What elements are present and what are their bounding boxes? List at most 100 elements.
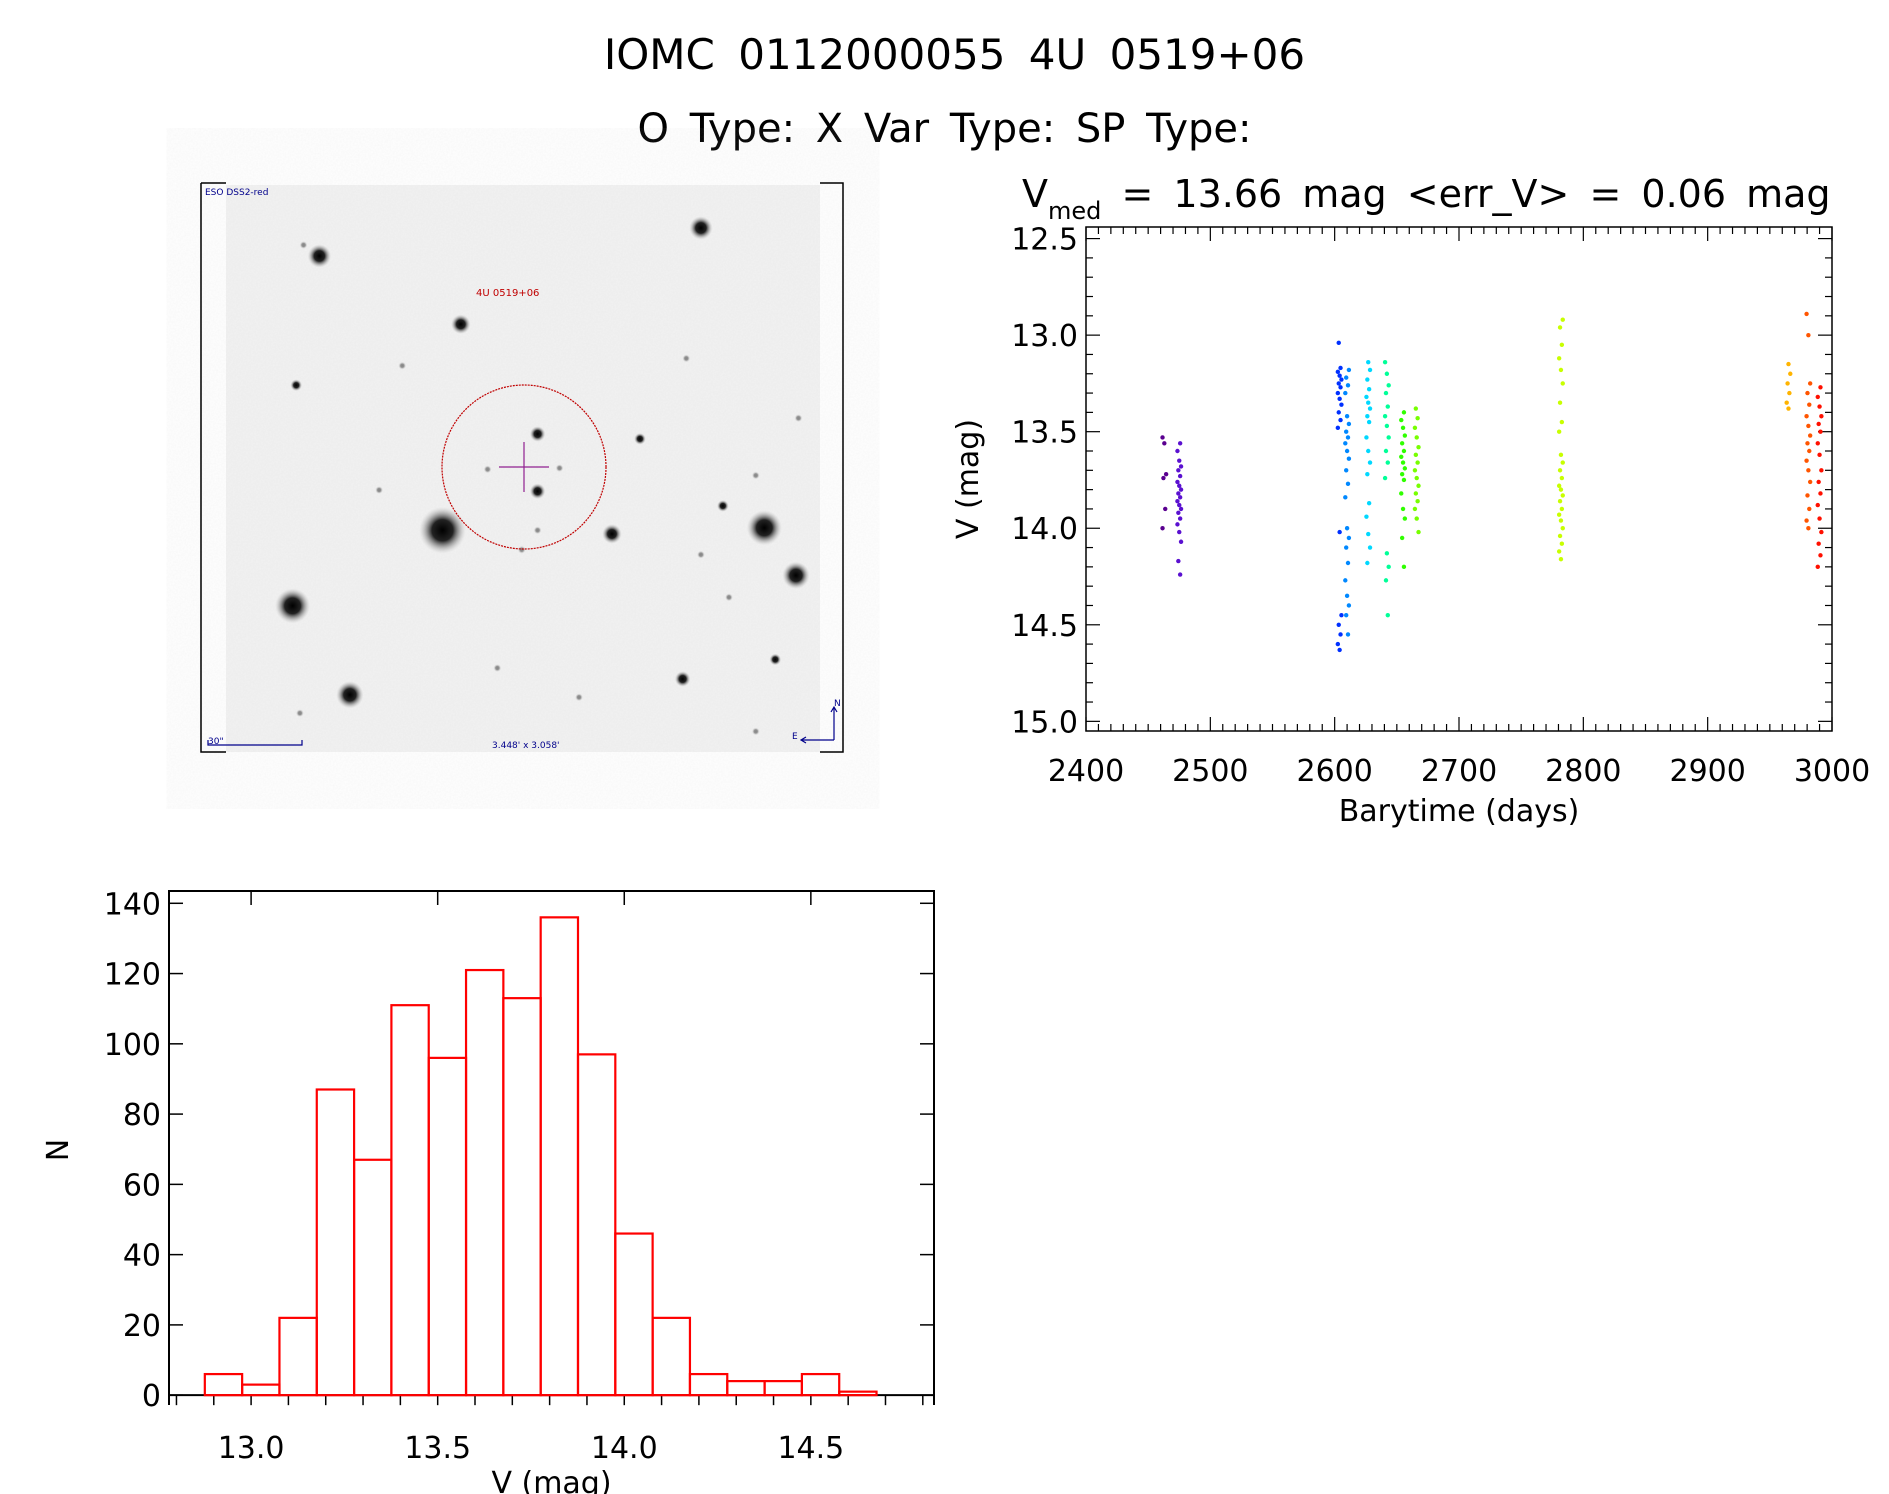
star xyxy=(689,216,713,240)
histogram-bar xyxy=(241,1383,281,1397)
data-point xyxy=(1367,367,1373,373)
data-point xyxy=(1558,452,1564,458)
data-point xyxy=(1178,464,1184,469)
data-point xyxy=(1175,479,1180,485)
histogram-bar xyxy=(539,916,580,1397)
star xyxy=(674,671,691,687)
data-point xyxy=(1346,603,1352,608)
data-point xyxy=(1385,460,1390,465)
data-point xyxy=(1805,390,1810,396)
data-point xyxy=(1558,487,1564,492)
data-point xyxy=(1804,414,1809,419)
data-point xyxy=(1338,632,1343,637)
star xyxy=(493,664,502,672)
y-tick-label: 60 xyxy=(123,1168,161,1203)
data-point xyxy=(1556,429,1562,434)
data-point xyxy=(1416,483,1421,488)
data-point xyxy=(1366,400,1371,405)
data-point xyxy=(1335,390,1341,396)
histogram-bar xyxy=(352,1158,393,1397)
data-point xyxy=(1336,622,1341,627)
star xyxy=(398,361,407,370)
sky-noise xyxy=(226,185,820,752)
data-point xyxy=(1807,402,1812,407)
data-point xyxy=(1337,647,1342,653)
x-tick-label: 2800 xyxy=(1545,754,1621,789)
data-point xyxy=(1402,433,1408,438)
histogram-bar xyxy=(464,968,505,1397)
data-point xyxy=(1176,510,1181,515)
data-point xyxy=(1804,518,1809,523)
data-point xyxy=(1558,518,1564,523)
y-tick-label: 13.5 xyxy=(1011,416,1078,451)
data-point xyxy=(1401,477,1407,483)
data-point xyxy=(1163,471,1169,477)
x-tick-label: 3000 xyxy=(1794,754,1870,789)
data-point xyxy=(1339,402,1344,407)
data-point xyxy=(1399,491,1404,496)
data-point xyxy=(1413,452,1419,458)
title-v: V xyxy=(1022,172,1048,216)
star xyxy=(769,653,782,666)
data-point xyxy=(1345,435,1351,440)
compass-arrows-icon xyxy=(799,705,838,744)
data-point xyxy=(1786,361,1791,367)
data-point xyxy=(1815,564,1820,570)
data-point xyxy=(1177,441,1183,446)
histogram-bar xyxy=(688,1372,729,1397)
y-tick-label: 13.0 xyxy=(1011,319,1078,354)
data-point xyxy=(1818,491,1823,496)
data-point xyxy=(1366,387,1372,392)
star xyxy=(725,593,733,602)
data-point xyxy=(1819,529,1824,535)
data-point xyxy=(1560,381,1565,386)
data-point xyxy=(1399,417,1404,423)
data-point xyxy=(1815,394,1820,400)
histogram-bar xyxy=(800,1372,841,1397)
x-tick-label: 13.0 xyxy=(218,1431,285,1466)
star xyxy=(307,244,332,268)
data-point xyxy=(1560,526,1565,531)
data-point xyxy=(1365,377,1370,382)
data-point xyxy=(1817,404,1822,409)
data-point xyxy=(1816,479,1821,485)
data-point xyxy=(1343,578,1348,583)
data-point xyxy=(1559,342,1565,347)
data-point xyxy=(1346,421,1352,427)
data-point xyxy=(1346,367,1352,373)
data-point xyxy=(1337,396,1342,402)
star xyxy=(555,464,564,472)
east-label: E xyxy=(792,732,798,742)
histogram-bar xyxy=(502,997,542,1397)
data-point xyxy=(1559,506,1565,512)
data-point xyxy=(1400,460,1406,465)
data-point xyxy=(1366,359,1371,365)
data-point xyxy=(1367,460,1373,465)
data-point xyxy=(1338,365,1343,371)
data-point xyxy=(1366,448,1371,454)
data-point xyxy=(1344,593,1350,599)
data-point xyxy=(1343,390,1348,396)
data-point xyxy=(1338,385,1343,390)
histogram-bar xyxy=(614,1232,654,1397)
data-point xyxy=(1176,468,1181,473)
data-point xyxy=(1559,541,1565,546)
data-point xyxy=(1788,371,1793,376)
data-point xyxy=(1339,377,1344,382)
x-tick-label: 2500 xyxy=(1172,754,1248,789)
target-label: 4U 0519+06 xyxy=(476,288,539,299)
histogram-bar xyxy=(203,1372,244,1397)
data-point xyxy=(1385,612,1390,618)
star xyxy=(419,506,466,554)
data-point xyxy=(1807,448,1812,454)
data-point xyxy=(1364,435,1369,440)
data-point xyxy=(1413,406,1419,411)
data-point xyxy=(1559,475,1565,481)
data-point xyxy=(1807,479,1813,485)
data-point xyxy=(1344,375,1349,380)
data-point xyxy=(1787,390,1792,396)
data-point xyxy=(1807,433,1813,438)
data-point xyxy=(1557,533,1563,539)
data-point xyxy=(1383,390,1389,396)
